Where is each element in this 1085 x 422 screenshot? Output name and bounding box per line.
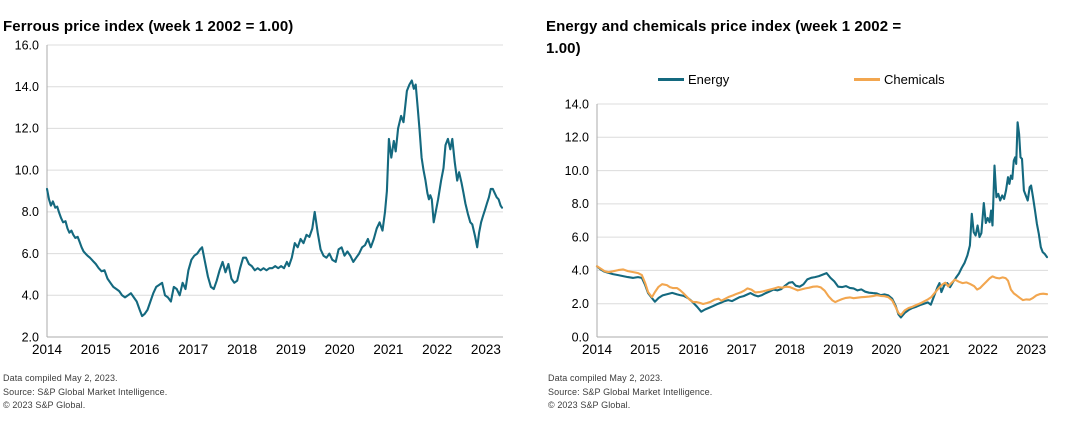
y-tick-label: 8.0: [572, 197, 589, 211]
y-tick-label: 2.0: [572, 297, 589, 311]
y-tick-label: 16.0: [15, 38, 39, 52]
x-tick-label: 2023: [471, 342, 501, 357]
x-tick-label: 2019: [823, 342, 853, 357]
energy-line-swatch: [658, 77, 684, 81]
x-tick-label: 2015: [630, 342, 660, 357]
title-line-1: Energy and chemicals price index (week 1…: [546, 18, 902, 36]
y-tick-label: 10.0: [565, 164, 589, 178]
y-tick-label: 8.0: [22, 205, 39, 219]
footnote-data-compiled: Data compiled May 2, 2023.: [3, 373, 118, 383]
energy-chemicals-chart-plot: 0.0 2.0 4.0 6.0 8.0 10.0 12.0 14.0 2014 2015 2016 2…: [565, 97, 1049, 357]
chemicals-legend-label: Chemicals: [884, 71, 945, 87]
y-tick-label: 4.0: [572, 264, 589, 278]
chart-legend: Energy Chemicals: [546, 70, 1085, 88]
y-tick-label: 12.0: [15, 122, 39, 136]
footnote-copyright: © 2023 S&P Global.: [3, 400, 86, 410]
x-tick-label: 2016: [129, 342, 159, 357]
x-tick-label: 2021: [373, 342, 403, 357]
y-tick-label: 0.0: [572, 330, 589, 344]
y-tick-label: 6.0: [22, 247, 39, 261]
legend-item-chemicals: Chemicals: [854, 70, 945, 88]
x-tick-label: 2018: [775, 342, 805, 357]
title-line-2: 1.00): [546, 40, 581, 58]
footnote-source: Source: S&P Global Market Intelligence.: [548, 386, 713, 397]
energy-chemicals-chart-footnotes: Data compiled May 2, 2023. Source: S&P G…: [548, 372, 712, 413]
x-tick-label: 2018: [227, 342, 257, 357]
footnote-data-compiled: Data compiled May 2, 2023.: [548, 373, 663, 383]
ferrous-chart-title: Ferrous price index (week 1 2002 = 1.00): [3, 18, 294, 36]
ferrous-series-line: [45, 79, 504, 318]
energy-chemicals-chart-title: Energy and chemicals price index (week 1…: [546, 16, 1066, 60]
ferrous-chart-footnotes: Data compiled May 2, 2023. Source: S&P G…: [3, 372, 167, 413]
x-tick-label: 2017: [178, 342, 208, 357]
x-tick-label: 2014: [582, 342, 613, 357]
x-tick-label: 2022: [422, 342, 452, 357]
x-tick-label: 2020: [325, 342, 355, 357]
y-tick-label: 6.0: [572, 230, 589, 244]
x-tick-label: 2021: [920, 342, 950, 357]
x-tick-label: 2020: [871, 342, 901, 357]
chemicals-series-line: [595, 265, 1049, 317]
energy-legend-label: Energy: [688, 71, 730, 87]
y-tick-label: 14.0: [565, 97, 589, 111]
y-tick-label: 10.0: [15, 163, 39, 177]
x-tick-label: 2017: [727, 342, 757, 357]
x-tick-label: 2022: [968, 342, 998, 357]
footnote-copyright: © 2023 S&P Global.: [548, 400, 631, 410]
footnote-source: Source: S&P Global Market Intelligence.: [3, 386, 168, 397]
y-tick-label: 14.0: [15, 80, 39, 94]
y-tick-label: 2.0: [22, 330, 39, 344]
chemicals-line-swatch: [854, 77, 880, 81]
x-tick-label: 2014: [32, 342, 63, 357]
y-tick-label: 12.0: [565, 131, 589, 145]
y-tick-label: 4.0: [22, 289, 39, 303]
ferrous-chart-plot: 2.0 4.0 6.0 8.0 10.0 12.0 14.0 16.0 2014 2015 2016…: [15, 38, 504, 357]
x-tick-label: 2023: [1016, 342, 1046, 357]
legend-item-energy: Energy: [658, 70, 729, 88]
x-tick-label: 2015: [81, 342, 111, 357]
x-tick-label: 2019: [276, 342, 306, 357]
x-tick-label: 2016: [678, 342, 708, 357]
